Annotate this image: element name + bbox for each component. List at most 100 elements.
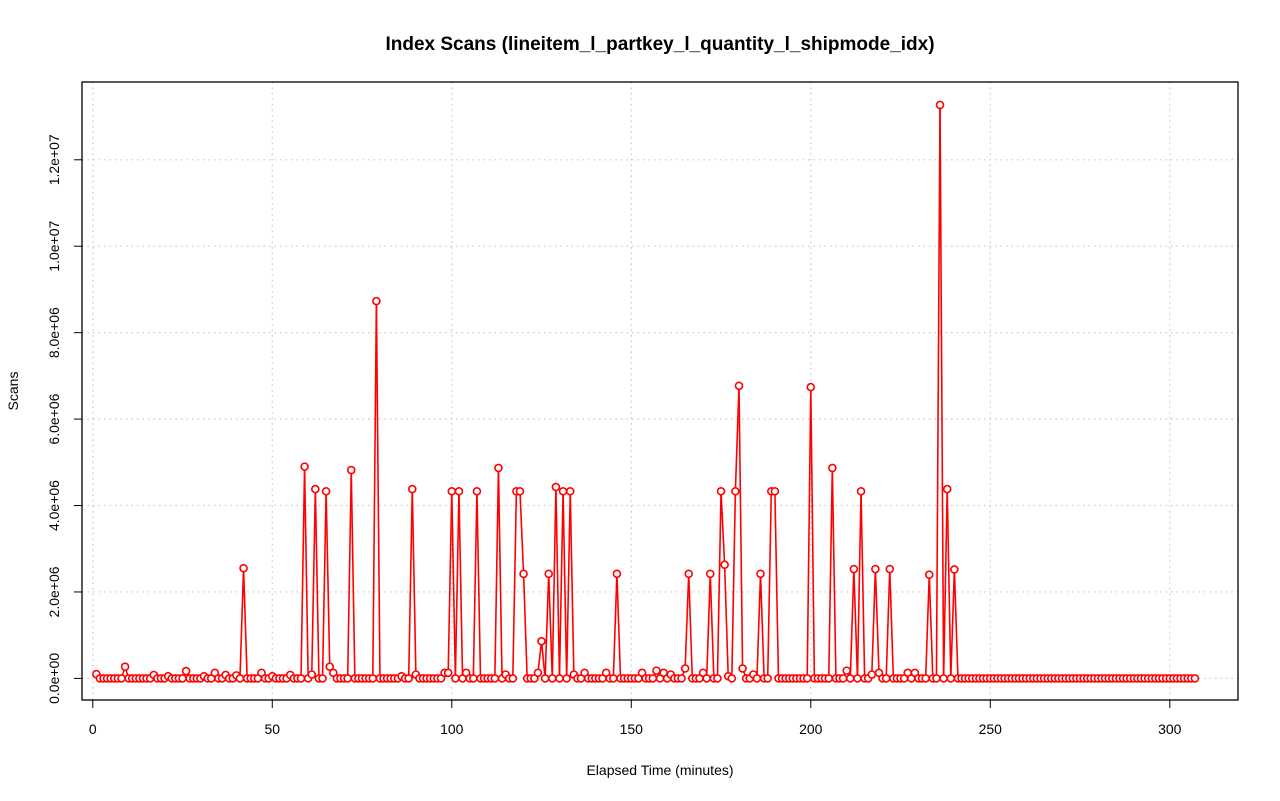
series-segment	[939, 108, 945, 675]
series-segment	[558, 494, 564, 675]
series-segment	[565, 494, 571, 675]
series-segment	[774, 494, 780, 675]
data-point	[454, 486, 464, 496]
y-tick-label: 0.0e+00	[46, 653, 62, 704]
series-segment	[494, 471, 500, 675]
series-segment	[827, 471, 834, 675]
series-segment	[688, 577, 693, 675]
data-point	[677, 674, 686, 683]
data-point	[544, 569, 554, 579]
data-point	[756, 569, 765, 579]
data-point	[871, 564, 880, 574]
series-segment	[766, 494, 773, 675]
series-segment	[239, 571, 245, 675]
data-point	[451, 674, 460, 683]
series-segment	[716, 494, 722, 675]
data-point	[770, 486, 780, 496]
data-point	[117, 674, 126, 683]
series-segment	[346, 473, 352, 675]
series-segment	[407, 492, 414, 675]
data-point	[296, 674, 306, 683]
series-segment	[512, 494, 518, 675]
data-point	[680, 664, 690, 673]
series-segment	[810, 390, 816, 675]
series-segment	[411, 492, 417, 672]
data-point	[537, 636, 546, 646]
series-segment	[738, 389, 744, 665]
data-point	[404, 674, 413, 683]
series-scans	[92, 100, 1200, 683]
series-segment	[569, 494, 575, 672]
data-point	[648, 674, 658, 683]
y-tick-label: 1.0e+07	[46, 221, 62, 272]
data-point	[325, 662, 335, 672]
y-axis-label: Scans	[5, 372, 21, 411]
series-segment	[497, 471, 503, 675]
data-point	[469, 674, 478, 683]
series-segment	[454, 494, 460, 675]
x-tick-label: 50	[264, 721, 280, 737]
data-point	[547, 674, 557, 683]
series-segment	[551, 490, 557, 675]
data-point	[838, 674, 848, 683]
series-segment	[372, 304, 378, 675]
series-segment	[871, 572, 877, 672]
data-point	[490, 674, 500, 683]
data-point	[713, 674, 722, 683]
series-segment	[350, 473, 356, 675]
data-point	[752, 674, 762, 683]
data-point	[942, 484, 952, 494]
data-point	[555, 674, 564, 683]
series-segment	[953, 572, 959, 675]
data-point	[684, 569, 694, 579]
y-axis: 0.0e+00 2.0e+06 4.0e+06 6.0e+06 8.0e+06 1.0e+…	[46, 134, 83, 704]
data-point	[950, 565, 959, 574]
series-segment	[121, 669, 125, 676]
grid-lines	[82, 82, 1238, 700]
data-point	[842, 666, 851, 675]
data-point	[443, 668, 453, 678]
y-tick-label: 2.0e+06	[46, 566, 62, 617]
series-segment	[537, 644, 542, 670]
data-point	[738, 664, 747, 673]
data-point	[562, 674, 571, 683]
series-segment	[472, 494, 478, 675]
series-segment	[720, 494, 726, 562]
series-segment	[684, 577, 690, 665]
series-segment	[242, 571, 248, 675]
data-point	[515, 486, 525, 496]
data-point	[120, 662, 130, 672]
series-segment	[856, 494, 862, 675]
series-segment	[548, 577, 553, 675]
series-segment	[831, 471, 837, 675]
data-point	[178, 674, 187, 683]
data-point	[235, 674, 245, 683]
data-point	[806, 382, 816, 392]
series-segment	[544, 577, 550, 675]
series-segment	[451, 494, 457, 675]
data-point	[346, 465, 356, 475]
series-segment	[458, 494, 464, 675]
data-point	[856, 486, 866, 496]
series-segment	[375, 304, 381, 675]
data-point	[321, 486, 331, 496]
data-point	[845, 674, 855, 683]
series-segment	[860, 494, 866, 675]
data-point	[368, 674, 378, 683]
data-point	[935, 100, 945, 110]
data-point	[1190, 674, 1200, 683]
data-point	[612, 569, 622, 579]
series-segment	[924, 578, 930, 675]
data-point	[519, 569, 528, 579]
data-point	[300, 462, 309, 471]
data-point	[867, 670, 877, 679]
series-segment	[300, 470, 306, 675]
series-segment	[314, 492, 320, 675]
data-point	[705, 569, 715, 579]
data-point	[239, 563, 248, 573]
series-segment	[709, 577, 715, 675]
data-point	[849, 564, 859, 574]
data-point	[508, 674, 518, 683]
data-point	[540, 674, 550, 683]
